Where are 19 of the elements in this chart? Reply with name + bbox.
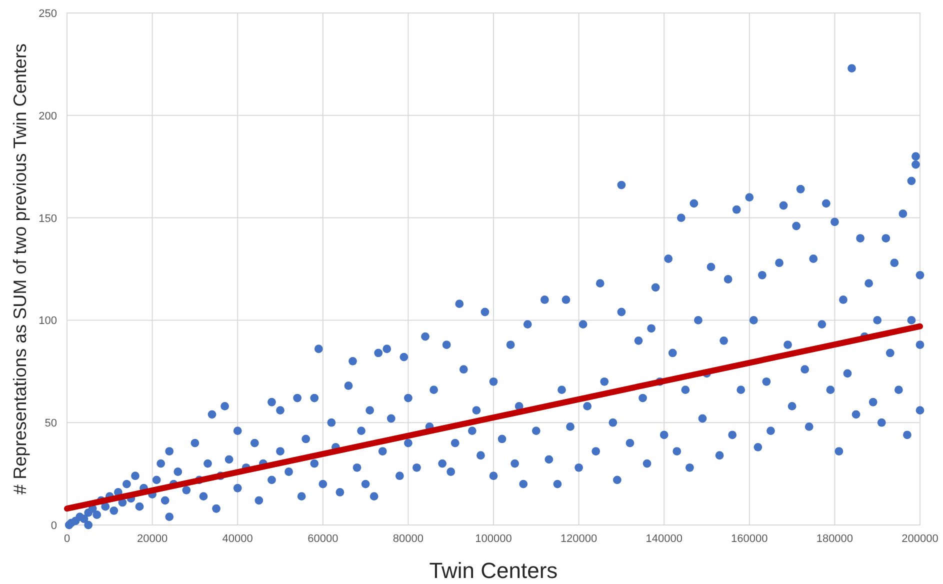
y-tick-label: 250 (38, 8, 57, 20)
y-tick-label: 50 (44, 418, 57, 430)
y-tick-label: 100 (38, 315, 57, 328)
x-tick-label: 160000 (731, 533, 768, 545)
y-tick-label: 0 (50, 520, 57, 532)
x-axis-title: Twin Centers (429, 558, 558, 583)
x-tick-label: 120000 (560, 533, 598, 545)
x-tick-label: 20000 (137, 533, 168, 545)
x-tick-label: 180000 (816, 533, 854, 545)
x-tick-label: 140000 (646, 533, 682, 545)
y-tick-label: 150 (38, 212, 57, 225)
x-tick-label: 60000 (308, 533, 338, 545)
x-tick-label: 80000 (392, 533, 424, 545)
x-tick-label: 0 (64, 533, 70, 545)
x-tick-label: 200000 (902, 533, 938, 545)
x-tick-label: 40000 (222, 533, 253, 545)
y-tick-label: 200 (38, 110, 57, 122)
y-axis-title: # Representations as SUM of two previous Twin Centers (10, 44, 30, 494)
x-tick-label: 100000 (475, 533, 512, 545)
